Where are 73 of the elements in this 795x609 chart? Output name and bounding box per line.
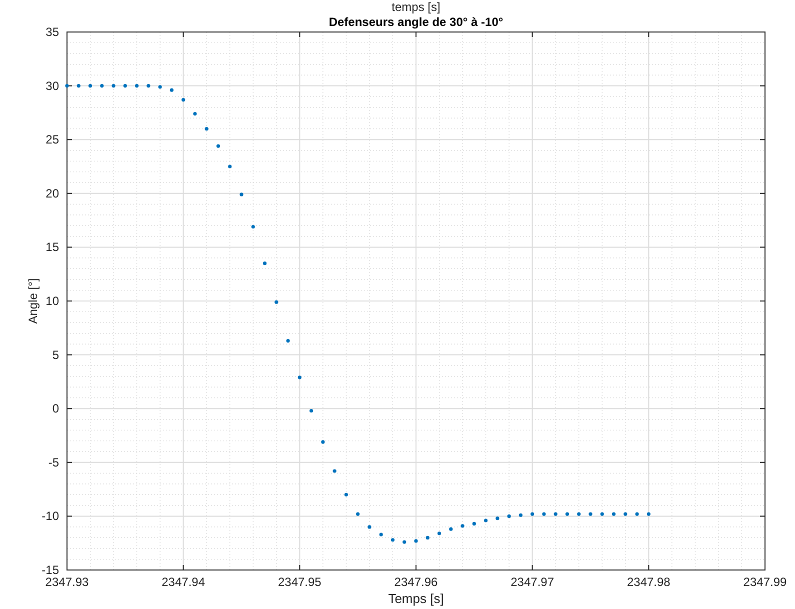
point — [251, 224, 255, 229]
point — [100, 84, 104, 88]
point — [565, 512, 570, 516]
y-tick-label: 10 — [46, 294, 60, 308]
point — [390, 538, 395, 542]
x-tick-label: 2347.99 — [743, 575, 788, 589]
point — [158, 85, 162, 89]
point — [332, 469, 336, 473]
point — [146, 84, 150, 88]
point — [530, 512, 534, 516]
point — [426, 536, 430, 540]
point — [286, 339, 290, 343]
x-tick-label: 2347.97 — [510, 575, 554, 589]
point — [135, 84, 139, 88]
point — [123, 84, 127, 88]
point — [437, 532, 442, 536]
point — [624, 512, 628, 516]
point — [612, 512, 616, 516]
point — [112, 84, 116, 88]
point — [193, 112, 197, 116]
point — [76, 84, 80, 88]
y-tick-label: 15 — [46, 240, 60, 254]
point — [88, 84, 92, 88]
point — [356, 512, 360, 516]
x-tick-label: 2347.96 — [394, 575, 438, 589]
text: temps [s] — [392, 0, 440, 14]
y-tick-label: -5 — [48, 455, 60, 470]
point — [507, 514, 511, 518]
point — [600, 512, 604, 516]
y-tick-label: 20 — [46, 186, 60, 200]
point — [228, 164, 232, 168]
point — [379, 532, 383, 536]
point — [216, 144, 220, 148]
point — [310, 408, 314, 413]
point — [496, 516, 500, 520]
point — [182, 98, 186, 102]
y-tick-label: -15 — [42, 563, 60, 577]
x-tick-label: 2347.98 — [626, 575, 671, 589]
point — [344, 492, 348, 496]
point — [368, 525, 372, 529]
point — [240, 192, 244, 196]
point — [554, 512, 558, 516]
point — [414, 539, 418, 543]
point — [484, 518, 488, 522]
y-axis-title: Angle [°] — [26, 278, 40, 324]
point — [542, 512, 546, 516]
y-tick-label: 0 — [52, 402, 60, 416]
point — [274, 300, 278, 304]
point — [472, 522, 476, 526]
point — [646, 512, 650, 516]
point — [635, 512, 639, 516]
point — [170, 88, 174, 92]
point — [65, 84, 69, 88]
y-tick-label: 30 — [46, 78, 60, 93]
point — [577, 512, 581, 516]
point — [460, 524, 464, 528]
x-axis-title: Temps [s] — [388, 591, 444, 606]
y-tick-label: -10 — [42, 509, 60, 524]
x-tick-label: 2347.94 — [162, 575, 206, 589]
point — [204, 127, 208, 131]
y-tick-label: 25 — [46, 132, 60, 147]
x-tick-label: 2347.95 — [278, 575, 322, 589]
y-tick-label: 5 — [52, 348, 60, 362]
point — [588, 512, 592, 516]
chart-title: Defenseurs angle de 30° à -10° — [328, 15, 504, 29]
point — [298, 376, 302, 380]
point — [449, 527, 453, 531]
x-tick-label: 2347.93 — [45, 575, 90, 589]
point — [262, 262, 267, 266]
point — [518, 513, 522, 517]
y-tick-label: 35 — [46, 25, 60, 39]
point — [321, 440, 325, 444]
point — [402, 540, 406, 544]
